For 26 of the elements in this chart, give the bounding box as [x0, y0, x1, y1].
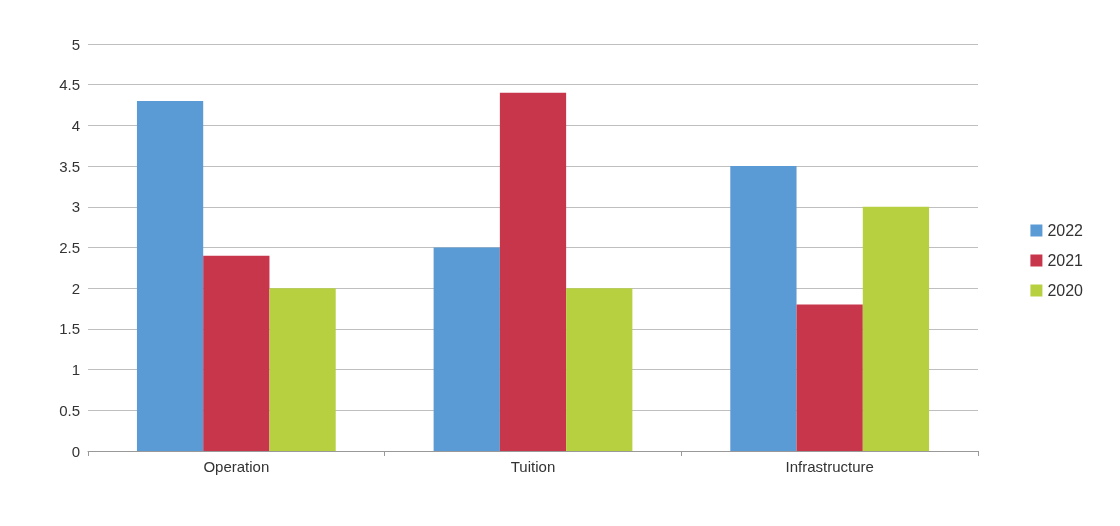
x-tick-label: Infrastructure — [785, 458, 874, 475]
y-tick-label: 4.5 — [59, 76, 80, 94]
bar — [566, 288, 633, 451]
y-tick-label: 0 — [71, 442, 80, 460]
y-tick-label: 5 — [71, 35, 80, 53]
y-tick-label: 1 — [71, 361, 80, 379]
y-tick-label: 0.5 — [59, 401, 80, 419]
bar — [433, 247, 500, 451]
x-tick-label: Tuition — [510, 458, 556, 475]
legend-label: 2021 — [1047, 252, 1084, 269]
y-tick-label: 3 — [71, 198, 80, 216]
legend-label: 2020 — [1047, 282, 1084, 299]
bar — [730, 166, 797, 451]
bar — [862, 206, 930, 451]
legend-label: 2022 — [1047, 222, 1084, 239]
bar — [499, 92, 567, 451]
bar — [796, 304, 863, 451]
bar — [136, 100, 204, 451]
y-tick-label: 4 — [71, 116, 80, 134]
bar — [269, 288, 336, 451]
y-tick-label: 3.5 — [59, 157, 80, 175]
y-tick-label: 2.5 — [59, 239, 80, 256]
y-tick-label: 1.5 — [59, 320, 80, 338]
y-tick-label: 2 — [71, 279, 80, 297]
x-tick-label: Operation — [203, 458, 270, 475]
bar — [203, 255, 270, 451]
